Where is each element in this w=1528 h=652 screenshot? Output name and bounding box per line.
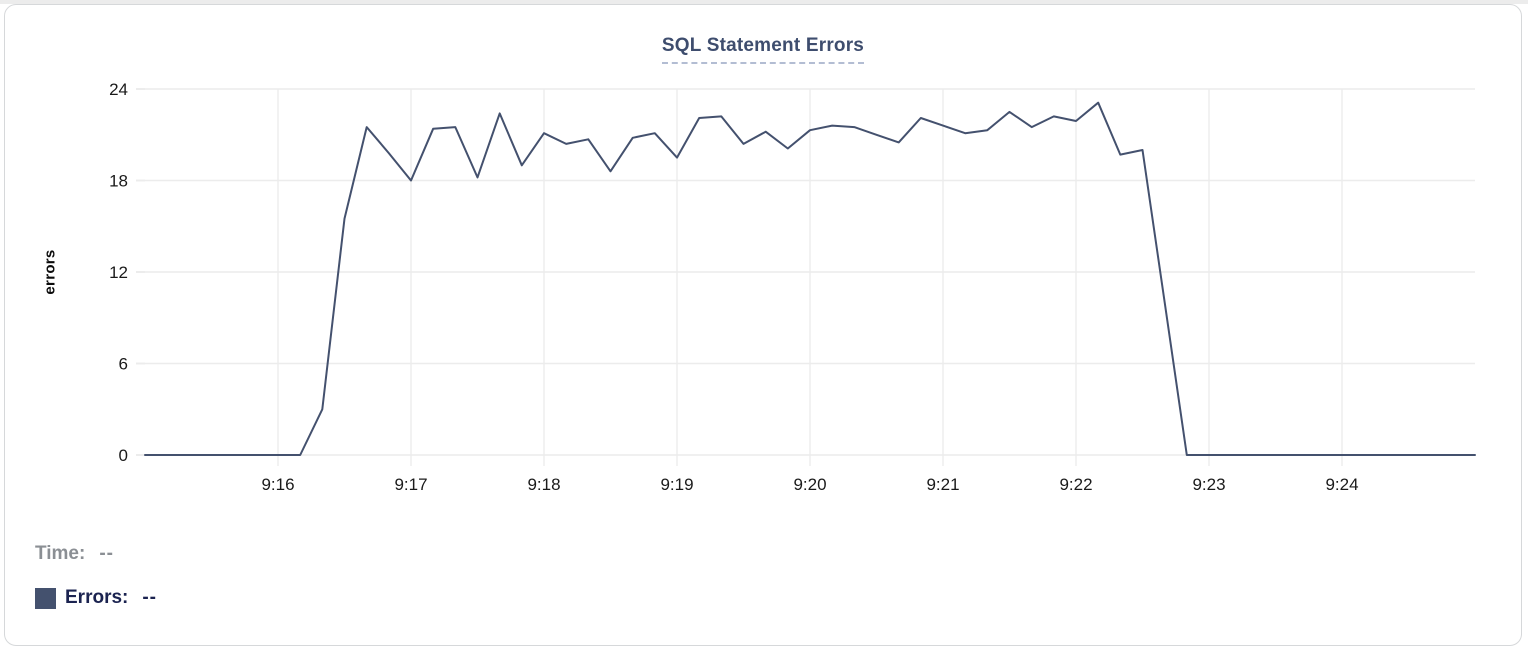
y-axis-title: errors [41,249,59,295]
x-tick-label: 9:21 [926,475,959,494]
x-tick-label: 9:17 [394,475,427,494]
chart-area: 0 6 12 18 24 9:16 9:17 9:18 9:19 9:20 9:21 9:22 9:23… [5,5,1528,525]
legend-time-label: Time: [35,543,86,564]
page-top-strip [0,0,1528,4]
x-tick-label: 9:22 [1059,475,1092,494]
chart-svg[interactable]: 0 6 12 18 24 9:16 9:17 9:18 9:19 9:20 9:21 9:22 9:23… [5,5,1528,525]
y-tick-label: 24 [109,80,128,99]
chart-title-wrap: SQL Statement Errors [5,35,1521,64]
x-tick-label: 9:18 [527,475,560,494]
y-tick-label: 0 [119,446,128,465]
chart-title[interactable]: SQL Statement Errors [661,35,865,64]
x-tick-label: 9:16 [261,475,294,494]
chart-panel: 0 6 12 18 24 9:16 9:17 9:18 9:19 9:20 9:21 9:22 9:23… [4,4,1522,646]
x-tick-label: 9:23 [1192,475,1225,494]
legend-item-errors[interactable]: Errors: -- [35,585,157,611]
y-tick-label: 12 [109,263,128,282]
legend-errors-value: -- [142,587,158,608]
y-tick-label: 6 [119,355,128,374]
legend-item-time: Time: -- [35,541,157,567]
x-tick-label: 9:20 [793,475,826,494]
errors-series-line [144,101,1476,456]
y-tick-label: 18 [109,172,128,191]
legend-errors-label: Errors: [65,587,129,608]
x-tick-label: 9:19 [660,475,693,494]
chart-legend: Time: -- Errors: -- [35,541,157,629]
errors-series-swatch [35,587,56,609]
legend-time-value: -- [99,543,114,564]
x-tick-label: 9:24 [1325,475,1358,494]
